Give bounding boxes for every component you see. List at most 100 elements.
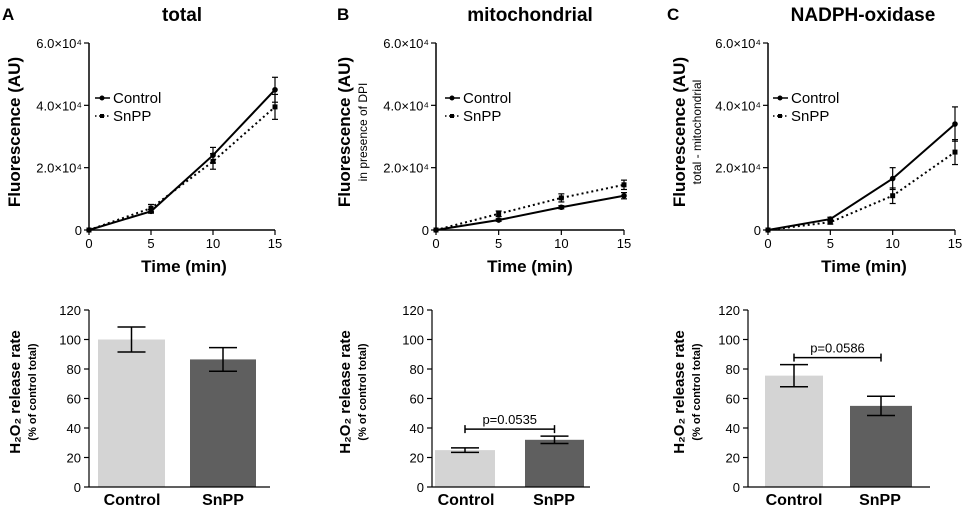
y-tick-label: 6.0×10⁴ — [36, 36, 82, 51]
y-axis-sublabel: in presence of DPI — [356, 83, 370, 182]
x-tick-label: 15 — [617, 236, 631, 251]
y-tick-label: 2.0×10⁴ — [36, 161, 82, 176]
y-tick-label: 6.0×10⁴ — [383, 36, 429, 51]
y-tick-label: 0 — [417, 480, 424, 495]
y-tick-label: 80 — [410, 362, 424, 377]
category-label-snpp: SnPP — [533, 492, 575, 509]
data-point-snpp — [496, 211, 502, 217]
x-axis-label: Time (min) — [821, 257, 907, 276]
series-line-control — [435, 194, 625, 231]
x-axis-label: Time (min) — [141, 257, 227, 276]
bar-control — [435, 450, 495, 487]
bar-control — [98, 339, 165, 487]
x-tick-label: 0 — [432, 236, 439, 251]
y-tick-label: 60 — [410, 392, 424, 407]
y-tick-label: 2.0×10⁴ — [715, 161, 761, 176]
x-tick-label: 10 — [206, 236, 220, 251]
panel-title: mitochondrial — [467, 5, 593, 26]
line-panel-a: A total Fluorescence (AU) Time (min) Con… — [2, 5, 282, 276]
category-label-snpp: SnPP — [202, 492, 244, 509]
y-tick-label: 0 — [74, 480, 81, 495]
panel-letter: B — [337, 5, 349, 24]
legend: Control SnPP — [773, 90, 839, 125]
legend-control-label: Control — [791, 90, 839, 107]
panel-title: NADPH-oxidase — [791, 5, 936, 26]
y-tick-label: 20 — [67, 451, 81, 466]
y-tick-label: 80 — [726, 362, 740, 377]
y-axis-sublabel: (% of control total) — [357, 343, 369, 440]
data-point-snpp — [433, 227, 439, 233]
data-point-snpp — [210, 158, 216, 164]
data-point-snpp — [148, 205, 154, 211]
legend-snpp-marker — [100, 114, 104, 118]
data-point-snpp — [827, 219, 833, 225]
legend-control-marker — [777, 95, 783, 101]
x-tick-label: 10 — [885, 236, 899, 251]
category-label-control: Control — [766, 492, 823, 509]
series-line-snpp — [435, 183, 625, 231]
data-point-snpp — [952, 149, 958, 155]
panel-letter: A — [2, 5, 14, 24]
data-point-control — [889, 175, 896, 182]
data-point-control — [272, 86, 278, 93]
x-tick-label: 0 — [85, 236, 92, 251]
y-tick-label: 4.0×10⁴ — [383, 98, 429, 113]
x-tick-label: 5 — [147, 236, 154, 251]
y-tick-label: 100 — [718, 333, 740, 348]
bar-snpp — [525, 439, 584, 487]
bar-panel-a: H₂O₂ release rate (% of control total) C… — [7, 303, 270, 509]
x-tick-label: 15 — [948, 236, 962, 251]
data-point-snpp — [558, 195, 564, 201]
legend-control-marker — [99, 95, 105, 101]
legend-snpp-marker — [450, 114, 454, 118]
y-axis-label: H₂O₂ release rate — [7, 330, 24, 453]
panel-letter: C — [667, 5, 679, 24]
data-point-snpp — [765, 227, 771, 233]
y-tick-label: 100 — [59, 333, 81, 348]
y-tick-label: 40 — [67, 421, 81, 436]
y-axis-label: Fluorescence (AU) — [670, 57, 689, 207]
series-line-control — [767, 123, 956, 231]
y-tick-label: 100 — [402, 333, 424, 348]
x-axis-label: Time (min) — [487, 257, 573, 276]
data-point-snpp — [86, 227, 92, 233]
data-point-snpp — [890, 193, 896, 199]
panel-title: total — [162, 5, 202, 26]
bar-snpp — [190, 359, 256, 487]
y-tick-label: 120 — [59, 303, 81, 318]
p-value-annotation: p=0.0586 — [810, 341, 865, 356]
bar-snpp — [850, 405, 912, 487]
legend-control-label: Control — [463, 90, 511, 107]
y-tick-label: 4.0×10⁴ — [715, 98, 761, 113]
category-label-control: Control — [104, 492, 161, 509]
x-tick-label: 5 — [827, 236, 834, 251]
bar-panel-c: H₂O₂ release rate (% of control total) C… — [671, 303, 930, 509]
legend-snpp-label: SnPP — [791, 108, 829, 125]
x-tick-label: 0 — [764, 236, 771, 251]
legend-control-marker — [449, 95, 455, 101]
data-point-snpp — [621, 182, 627, 188]
y-tick-label: 120 — [402, 303, 424, 318]
y-tick-label: 40 — [410, 421, 424, 436]
y-tick-label: 0 — [733, 480, 740, 495]
y-tick-label: 60 — [726, 392, 740, 407]
y-tick-label: 0 — [422, 223, 429, 238]
legend: Control SnPP — [95, 90, 161, 125]
legend-snpp-label: SnPP — [463, 108, 501, 125]
y-tick-label: 120 — [718, 303, 740, 318]
legend-snpp-marker — [778, 114, 782, 118]
y-axis-label: H₂O₂ release rate — [337, 330, 354, 453]
y-axis-label: H₂O₂ release rate — [671, 330, 688, 453]
line-panel-c: C NADPH-oxidase Fluorescence (AU) total … — [667, 5, 962, 276]
data-point-control — [558, 204, 565, 211]
data-point-control — [952, 121, 958, 127]
y-axis-label: Fluorescence (AU) — [5, 57, 24, 207]
line-panel-b: B mitochondrial Fluorescence (AU) in pre… — [335, 5, 631, 276]
y-tick-label: 20 — [410, 451, 424, 466]
data-point-control — [495, 217, 502, 223]
y-axis-sublabel: (% of control total) — [691, 343, 703, 440]
y-tick-label: 60 — [67, 392, 81, 407]
y-axis-label: Fluorescence (AU) — [335, 57, 354, 207]
y-tick-label: 40 — [726, 421, 740, 436]
